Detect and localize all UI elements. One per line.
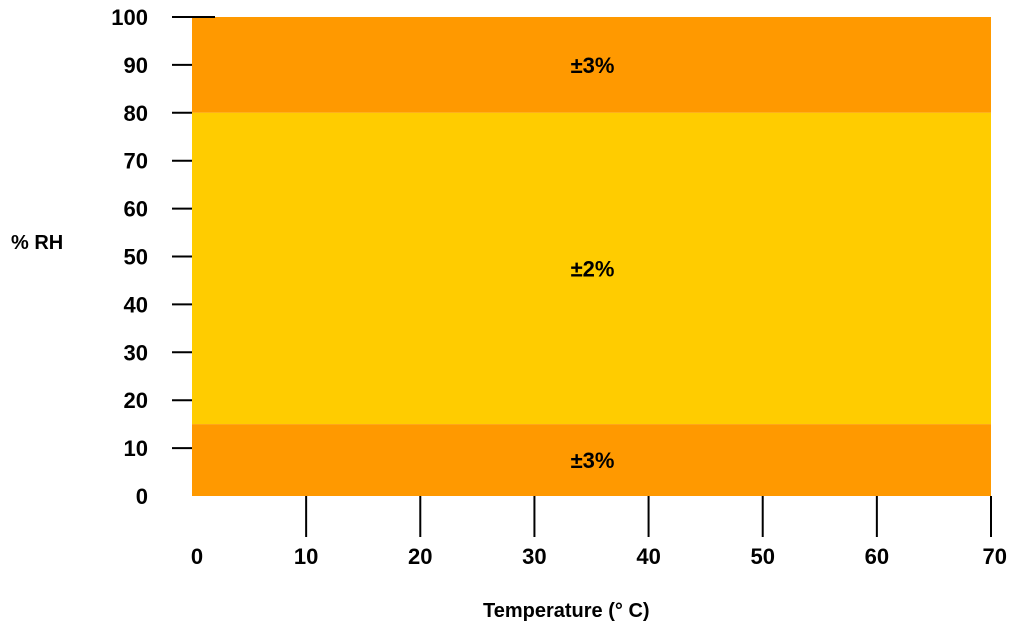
x-tick-label-0: 0 [191,544,203,569]
y-tick-label-40: 40 [124,292,148,317]
x-tick-label-50: 50 [750,544,774,569]
accuracy-regions [192,17,991,496]
y-tick-label-0: 0 [136,484,148,509]
x-tick-label-10: 10 [294,544,318,569]
y-tick-label-100: 100 [111,5,148,30]
x-tick-label-40: 40 [636,544,660,569]
x-tick-label-30: 30 [522,544,546,569]
y-tick-label-60: 60 [124,197,148,222]
region-band-1 [192,112,991,425]
region-label-1: ±2% [571,256,615,281]
region-labels: ±3% ±2% ±3% [571,53,615,473]
y-axis: 0 10 20 30 40 50 60 70 80 90 100 [111,5,215,509]
y-axis-title: % RH [11,232,64,254]
y-tick-label-70: 70 [124,149,148,174]
region-band-2 [192,424,991,496]
y-tick-label-10: 10 [124,436,148,461]
y-tick-label-50: 50 [124,245,148,270]
x-axis: 0 10 20 30 40 50 60 70 [191,496,1007,569]
x-tick-label-70: 70 [983,544,1007,569]
region-label-2: ±3% [571,448,615,473]
x-tick-label-20: 20 [408,544,432,569]
y-tick-label-20: 20 [124,388,148,413]
x-tick-label-60: 60 [865,544,889,569]
y-tick-label-80: 80 [124,101,148,126]
x-axis-title: Temperature (° C) [483,600,650,622]
region-band-0 [192,17,991,113]
region-label-0: ±3% [571,53,615,78]
y-tick-label-90: 90 [124,53,148,78]
y-tick-label-30: 30 [124,340,148,365]
